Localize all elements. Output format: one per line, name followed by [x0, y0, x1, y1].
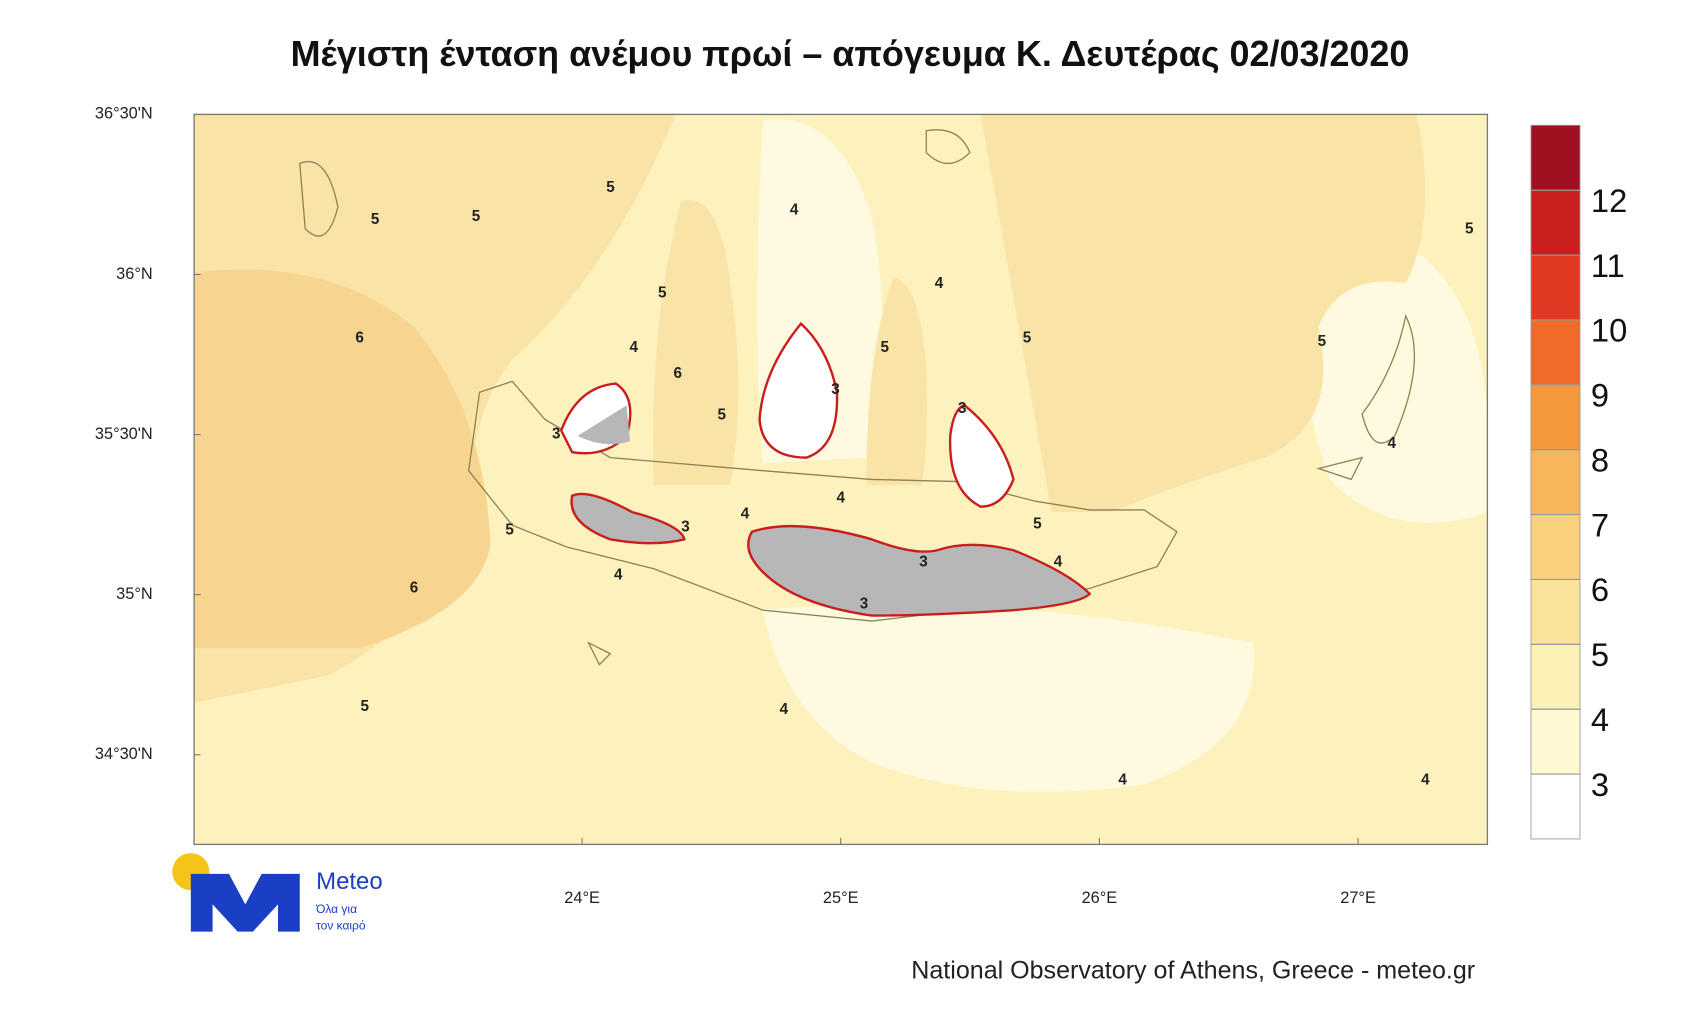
colorbar-box: [1530, 579, 1581, 645]
contour-label: 4: [1387, 435, 1396, 452]
contour-label: 3: [681, 518, 689, 535]
colorbar-label: 9: [1591, 377, 1609, 414]
colorbar-label: 10: [1591, 312, 1627, 349]
x-tick-label: 26°E: [1082, 889, 1118, 907]
coastline: [299, 129, 1416, 666]
contour-labels: 5 5 5 4 6 5 4 6 5 4 5 5 5 5 5 6 4 4 4 5 4 4 5 4 4 4 3 3 3 3 3 3: [355, 179, 1474, 788]
colorbar-label: 11: [1591, 247, 1625, 284]
colorbar-box: [1530, 319, 1581, 386]
y-tick-label: 35°N: [116, 585, 152, 603]
contour-label: 4: [614, 566, 623, 583]
field-low: [762, 603, 1255, 792]
contour-label: 5: [1318, 333, 1327, 350]
contour-lines: [559, 321, 1092, 617]
x-tick-label: 25°E: [823, 889, 859, 907]
colorbar-box: [1530, 773, 1581, 840]
contour-label: 6: [355, 330, 363, 347]
field-high: [194, 269, 491, 649]
field-mid: [653, 200, 739, 485]
colorbar: 3 4 5 6 7 8 9 10 11 12: [1530, 124, 1627, 840]
contour-label: 5: [1033, 515, 1042, 532]
contour-label: 6: [674, 365, 682, 382]
contour-label: 5: [371, 211, 380, 228]
x-tick-label: 24°E: [564, 889, 600, 907]
x-tick-label: 27°E: [1340, 889, 1376, 907]
logo-mark: [190, 873, 300, 932]
contour-label: 3: [831, 381, 839, 398]
contour-label: 6: [410, 579, 418, 596]
logo: Meteo Όλα για τον καιρό: [172, 853, 383, 932]
colorbar-label: 12: [1591, 182, 1627, 219]
contour-label: 3: [958, 400, 966, 417]
field-mid: [866, 277, 927, 485]
colorbar-box: [1530, 708, 1581, 775]
colorbar-box: [1530, 189, 1581, 256]
colorbar-label: 4: [1591, 701, 1609, 738]
y-tick-label: 35°30'N: [95, 425, 153, 443]
y-tick-label: 36°N: [116, 265, 152, 283]
colorbar-box: [1530, 643, 1581, 710]
logo-tagline: Όλα για: [315, 902, 357, 916]
title: Μέγιστη ένταση ανέμου πρωί – απόγευμα Κ.…: [291, 33, 1410, 74]
colorbar-label: 5: [1591, 636, 1609, 673]
contour-label: 4: [1421, 771, 1430, 788]
colorbar-label: 7: [1591, 506, 1609, 543]
colorbar-label: 6: [1591, 571, 1609, 608]
contour-label: 5: [880, 339, 889, 356]
contour-label: 4: [1054, 554, 1063, 571]
contour-label: 5: [361, 698, 370, 715]
contour-label: 5: [606, 179, 615, 196]
colorbar-box: [1530, 254, 1581, 321]
colorbar-label: 8: [1591, 441, 1609, 478]
y-tick-label: 34°30'N: [95, 745, 153, 763]
contour-label: 4: [935, 275, 944, 292]
contour-label: 5: [658, 285, 667, 302]
colorbar-box: [1530, 514, 1581, 580]
contour-label: 4: [1118, 771, 1127, 788]
map-fields: [194, 114, 1488, 845]
contour-label: 4: [780, 701, 789, 718]
contour-label: 5: [718, 406, 727, 423]
contour-label: 3: [552, 426, 560, 443]
contour-label: 4: [741, 506, 750, 523]
contour-label: 4: [630, 339, 639, 356]
contour-label: 4: [836, 490, 845, 507]
y-tick-label: 36°30'N: [95, 105, 153, 123]
logo-tagline: τον καιρό: [316, 918, 366, 932]
colorbar-label: 3: [1591, 766, 1609, 803]
credit: National Observatory of Athens, Greece -…: [911, 957, 1475, 985]
contour-label: 4: [790, 201, 799, 218]
map-axes: 24°E 25°E 26°E 27°E36°30'N36°N35°30'N35°N34…: [95, 105, 1376, 907]
colorbar-box: [1530, 384, 1581, 451]
field-mid: [980, 114, 1426, 513]
contour-label: 5: [505, 522, 514, 539]
contour-label: 3: [919, 554, 927, 571]
colorbar-box: [1530, 124, 1581, 191]
contour-label: 5: [1465, 221, 1474, 238]
contour-label: 5: [472, 208, 481, 225]
contour-label: 5: [1023, 330, 1032, 347]
field-low: [1304, 238, 1488, 523]
logo-name: Meteo: [316, 868, 383, 895]
contour-label: 3: [860, 595, 868, 612]
colorbar-box: [1530, 449, 1581, 516]
